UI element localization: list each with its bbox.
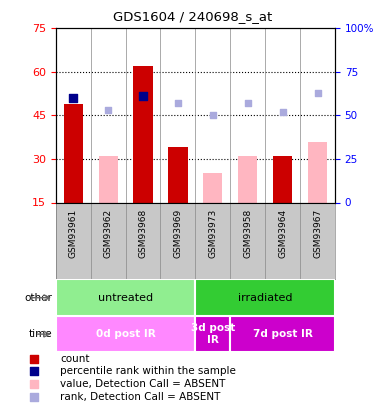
Bar	[168, 147, 187, 202]
Text: value, Detection Call = ABSENT: value, Detection Call = ABSENT	[60, 379, 226, 389]
Bar	[64, 104, 83, 202]
Bar	[99, 156, 118, 202]
Text: untreated: untreated	[98, 293, 153, 303]
Text: irradiated: irradiated	[238, 293, 293, 303]
Bar	[230, 316, 335, 352]
Text: 3d post
IR: 3d post IR	[191, 323, 235, 345]
Point	[244, 100, 251, 107]
Point	[70, 95, 76, 101]
Bar	[273, 156, 292, 202]
Text: count: count	[60, 354, 90, 364]
Bar	[195, 316, 230, 352]
Text: rank, Detection Call = ABSENT: rank, Detection Call = ABSENT	[60, 392, 221, 402]
Point	[210, 112, 216, 119]
Text: GSM93964: GSM93964	[278, 209, 287, 258]
Point	[175, 100, 181, 107]
Point	[280, 109, 286, 115]
Text: GSM93961: GSM93961	[69, 209, 78, 258]
Text: time: time	[28, 329, 52, 339]
Point	[315, 90, 321, 96]
Point	[140, 93, 146, 100]
Text: percentile rank within the sample: percentile rank within the sample	[60, 366, 236, 376]
Bar	[238, 156, 257, 202]
Text: GSM93968: GSM93968	[139, 209, 147, 258]
Bar	[195, 279, 335, 316]
Text: 0d post IR: 0d post IR	[96, 329, 156, 339]
Bar	[134, 66, 152, 202]
Text: 7d post IR: 7d post IR	[253, 329, 313, 339]
Point	[105, 107, 111, 113]
Text: other: other	[24, 293, 52, 303]
Text: GSM93973: GSM93973	[208, 209, 218, 258]
Text: GSM93969: GSM93969	[173, 209, 182, 258]
Bar	[56, 316, 195, 352]
Bar	[308, 142, 327, 202]
Text: GSM93962: GSM93962	[104, 209, 113, 258]
Bar	[56, 279, 195, 316]
Bar	[203, 173, 223, 202]
Text: GSM93967: GSM93967	[313, 209, 322, 258]
Text: GSM93958: GSM93958	[243, 209, 252, 258]
Text: GDS1604 / 240698_s_at: GDS1604 / 240698_s_at	[113, 10, 272, 23]
